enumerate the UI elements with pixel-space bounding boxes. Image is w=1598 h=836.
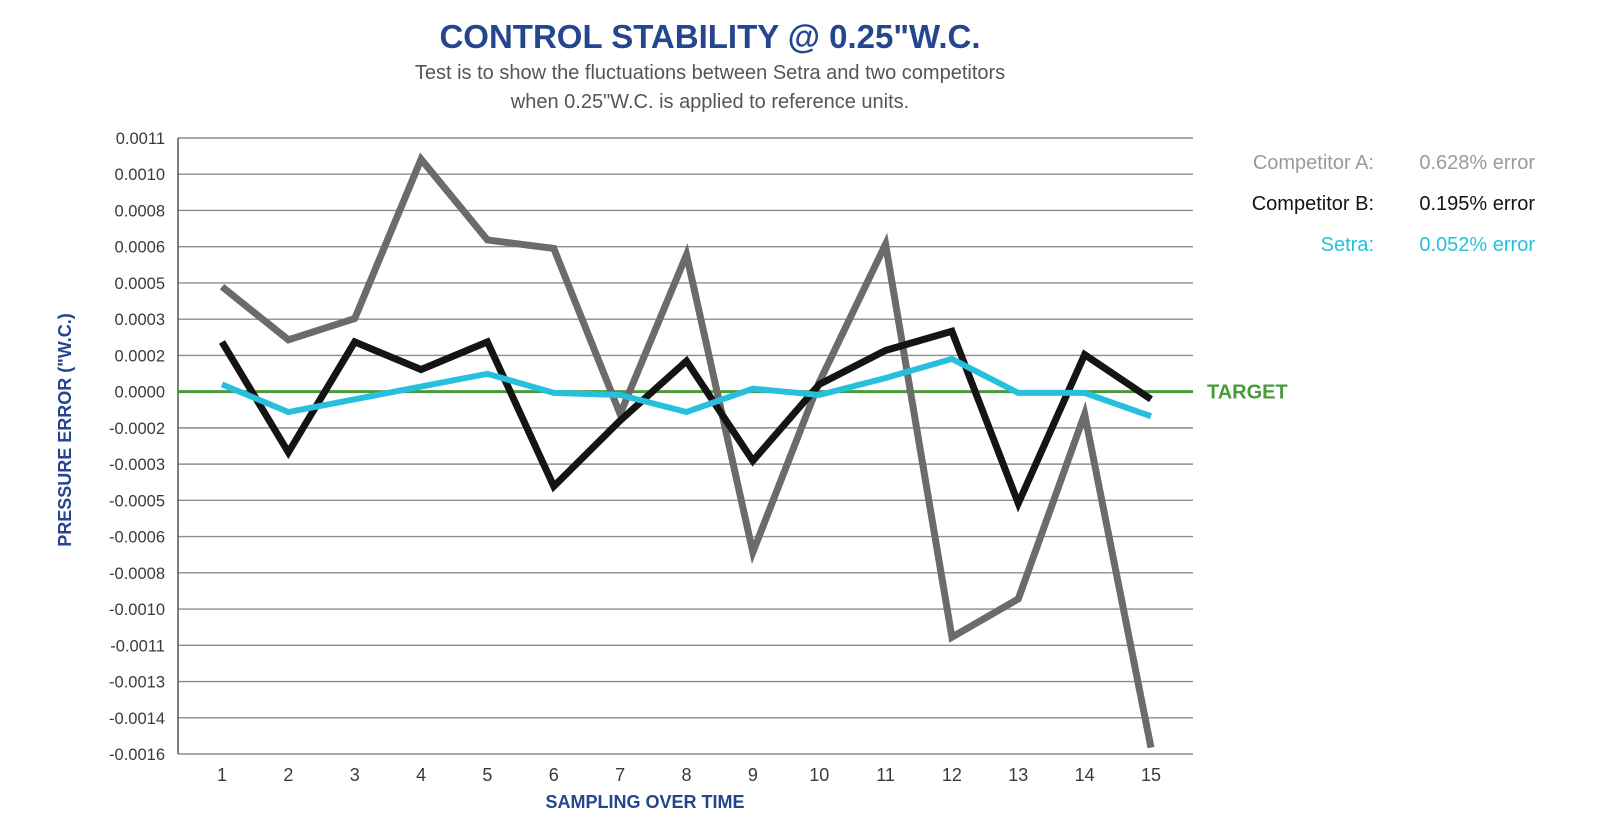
legend-label: Setra: [1321,234,1374,256]
y-tick-label: -0.0005 [109,492,165,510]
y-tick-label: -0.0016 [109,746,165,764]
y-tick-label: 0.0003 [115,311,165,329]
series-line-setra [220,355,1152,420]
y-tick-label: -0.0002 [109,420,165,438]
x-tick-label: 4 [416,765,426,785]
legend: Competitor A: 0.628% error Competitor B: 0.… [1252,152,1536,256]
x-axis-label: SAMPLING OVER TIME [545,792,744,812]
y-axis-ticks: 0.0011 0.0010 0.0008 0.0006 0.0005 0.0003 0.00… [109,130,165,764]
x-tick-label: 13 [1008,765,1028,785]
y-tick-label: -0.0008 [109,565,165,583]
y-tick-label: -0.0011 [110,637,165,655]
y-tick-label: -0.0006 [109,529,165,547]
y-tick-label: 0.0011 [116,130,165,148]
x-tick-label: 8 [681,765,691,785]
x-tick-label: 15 [1141,765,1161,785]
x-tick-label: 9 [748,765,758,785]
legend-label: Competitor A: [1253,152,1374,174]
y-tick-label: -0.0014 [109,710,165,728]
x-tick-label: 6 [549,765,559,785]
x-tick-label: 12 [942,765,962,785]
x-tick-label: 10 [809,765,829,785]
legend-value: 0.628% error [1419,152,1535,174]
y-tick-label: 0.0002 [115,347,165,365]
y-tick-label: 0.0010 [115,166,165,184]
x-tick-label: 3 [350,765,360,785]
y-tick-label: 0.0006 [115,239,165,257]
series-line-competitor-b [218,327,1153,513]
y-tick-label: -0.0010 [109,601,165,619]
x-tick-label: 7 [615,765,625,785]
x-axis-ticks: 1 2 3 4 5 6 7 8 9 10 11 12 13 14 15 [217,765,1161,785]
y-tick-label: 0.0008 [115,202,165,220]
y-tick-label: -0.0003 [109,456,165,474]
target-label: TARGET [1207,382,1288,404]
chart-subtitle-line-1: Test is to show the fluctuations between… [415,62,1005,84]
x-tick-label: 5 [482,765,492,785]
series-lines [218,152,1155,749]
y-tick-label: -0.0013 [109,674,165,692]
x-tick-label: 1 [217,765,227,785]
x-tick-label: 14 [1075,765,1095,785]
legend-label: Competitor B: [1252,193,1374,215]
y-tick-label: 0.0000 [115,384,165,402]
y-axis-label: PRESSURE ERROR ("W.C.) [55,313,75,547]
legend-value: 0.052% error [1419,234,1535,256]
y-tick-label: 0.0005 [115,275,165,293]
x-tick-label: 11 [876,765,895,785]
series-line-competitor-a [219,152,1155,749]
legend-value: 0.195% error [1419,193,1535,215]
chart-title: CONTROL STABILITY @ 0.25"W.C. [439,18,980,55]
x-tick-label: 2 [283,765,293,785]
chart-subtitle-line-2: when 0.25"W.C. is applied to reference u… [510,91,909,113]
